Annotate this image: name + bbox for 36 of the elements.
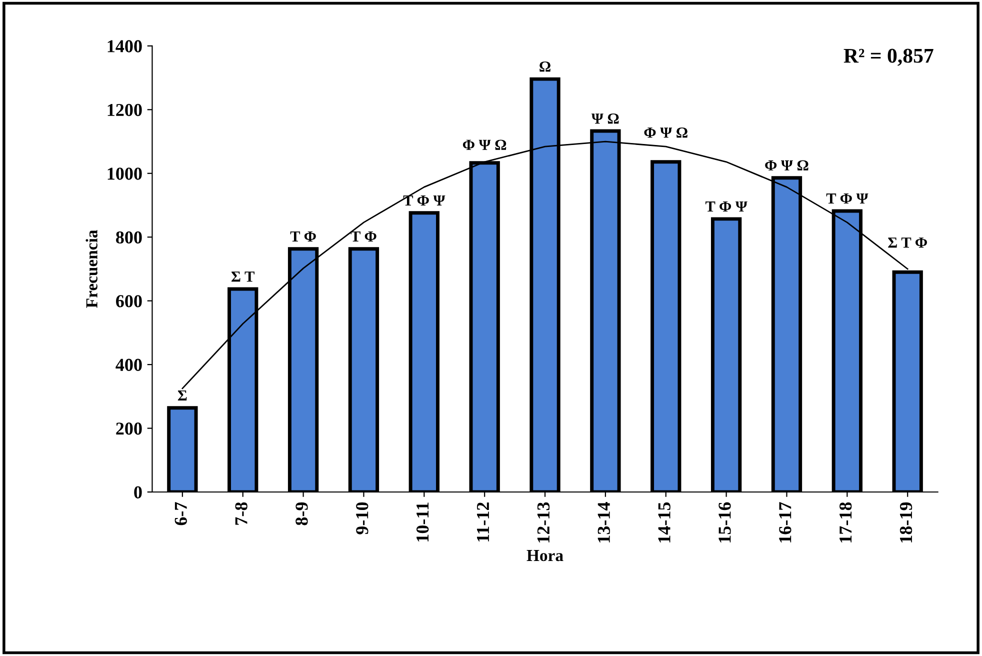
y-axis-title: Frecuencia bbox=[86, 230, 98, 308]
x-tick-label: 12-13 bbox=[537, 502, 550, 542]
y-tick-label: 1200 bbox=[108, 104, 142, 116]
y-tick-label: 600 bbox=[116, 295, 142, 308]
x-tick-label: 17-18 bbox=[840, 502, 852, 542]
y-tick-label: 1400 bbox=[108, 40, 142, 52]
annotation: R² = 0,857 bbox=[844, 48, 934, 66]
data-label: Ψ Ω bbox=[592, 113, 619, 124]
y-tick-label: 0 bbox=[134, 486, 142, 498]
x-tick-label: 11-12 bbox=[476, 502, 489, 542]
x-tick-label: 18-19 bbox=[900, 502, 912, 542]
data-label: Τ Φ bbox=[290, 231, 316, 242]
x-tick-label: 10-11 bbox=[416, 502, 429, 542]
y-tick-label: 1000 bbox=[108, 168, 142, 180]
data-label: Τ Φ Ψ bbox=[705, 202, 748, 212]
x-axis-title: Hora bbox=[526, 550, 564, 562]
data-label: Σ Τ bbox=[231, 272, 254, 282]
x-tick-label: 14-15 bbox=[658, 502, 670, 542]
y-tick-label: 200 bbox=[116, 422, 142, 435]
data-label: Φ Ψ Ω bbox=[765, 160, 808, 170]
x-tick-label: 13-14 bbox=[598, 502, 610, 542]
x-tick-label: 16-17 bbox=[779, 502, 792, 542]
x-tick-label: 7-8 bbox=[235, 502, 248, 525]
data-label: Φ Ψ Ω bbox=[644, 128, 688, 138]
x-tick-label: 9-10 bbox=[356, 502, 368, 534]
data-label: Τ Φ Ψ bbox=[826, 194, 868, 204]
y-tick-label: 400 bbox=[116, 358, 142, 371]
data-label: Ω bbox=[540, 62, 550, 72]
data-label: Σ Τ Φ bbox=[888, 238, 927, 248]
y-tick-label: 800 bbox=[116, 231, 142, 244]
data-label: Σ bbox=[178, 390, 187, 400]
x-tick-label: 15-16 bbox=[718, 502, 731, 542]
data-label: Φ Ψ Ω bbox=[462, 140, 506, 150]
x-tick-label: 6-7 bbox=[174, 502, 187, 526]
x-tick-label: 8-9 bbox=[296, 502, 308, 526]
data-label: Τ Φ bbox=[350, 231, 376, 242]
